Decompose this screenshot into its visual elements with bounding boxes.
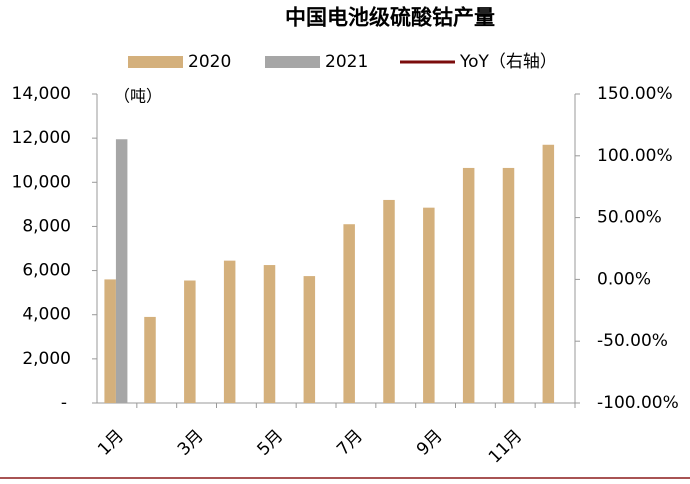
x-tick-label: 9月 [413, 426, 447, 460]
bar [462, 167, 475, 403]
bar [343, 224, 355, 403]
legend-swatch [265, 56, 320, 68]
y-tick-label: - [61, 393, 67, 413]
bar [184, 280, 196, 403]
y-tick-label: 4,000 [22, 305, 71, 325]
y2-tick-label: 150.00% [597, 84, 673, 104]
x-tick-label: 7月 [333, 426, 367, 460]
y2-tick-label: 0.00% [597, 269, 651, 289]
bar [303, 276, 316, 403]
y-tick-label: 10,000 [12, 172, 71, 192]
y-tick-label: 14,000 [12, 84, 71, 104]
bar [502, 167, 515, 403]
x-tick-label: 11月 [485, 426, 526, 467]
chart-title: 中国电池级硫酸钴产量 [285, 5, 495, 30]
bar [263, 265, 276, 403]
y2-tick-label: 50.00% [597, 208, 662, 228]
bar [115, 139, 128, 403]
bar [383, 199, 395, 403]
bar [542, 144, 555, 403]
y2-tick-label: -100.00% [597, 393, 679, 413]
legend-label: YoY（右轴） [459, 52, 557, 72]
y-tick-label: 6,000 [22, 261, 71, 281]
y2-tick-label: -50.00% [597, 331, 668, 351]
bar [144, 316, 156, 403]
x-tick-label: 1月 [94, 426, 128, 460]
bar [104, 279, 116, 403]
legend-label: 2020 [188, 52, 231, 72]
bar [223, 260, 236, 403]
y2-tick-label: 100.00% [597, 146, 673, 166]
bar [423, 207, 435, 403]
x-tick-label: 5月 [254, 426, 288, 460]
legend-label: 2021 [325, 52, 368, 72]
annotation: （吨） [114, 87, 162, 106]
x-tick-label: 3月 [174, 426, 208, 460]
y-tick-label: 2,000 [22, 349, 71, 369]
legend-swatch [128, 56, 183, 68]
y-tick-label: 8,000 [22, 216, 71, 236]
y-tick-label: 12,000 [12, 128, 71, 148]
